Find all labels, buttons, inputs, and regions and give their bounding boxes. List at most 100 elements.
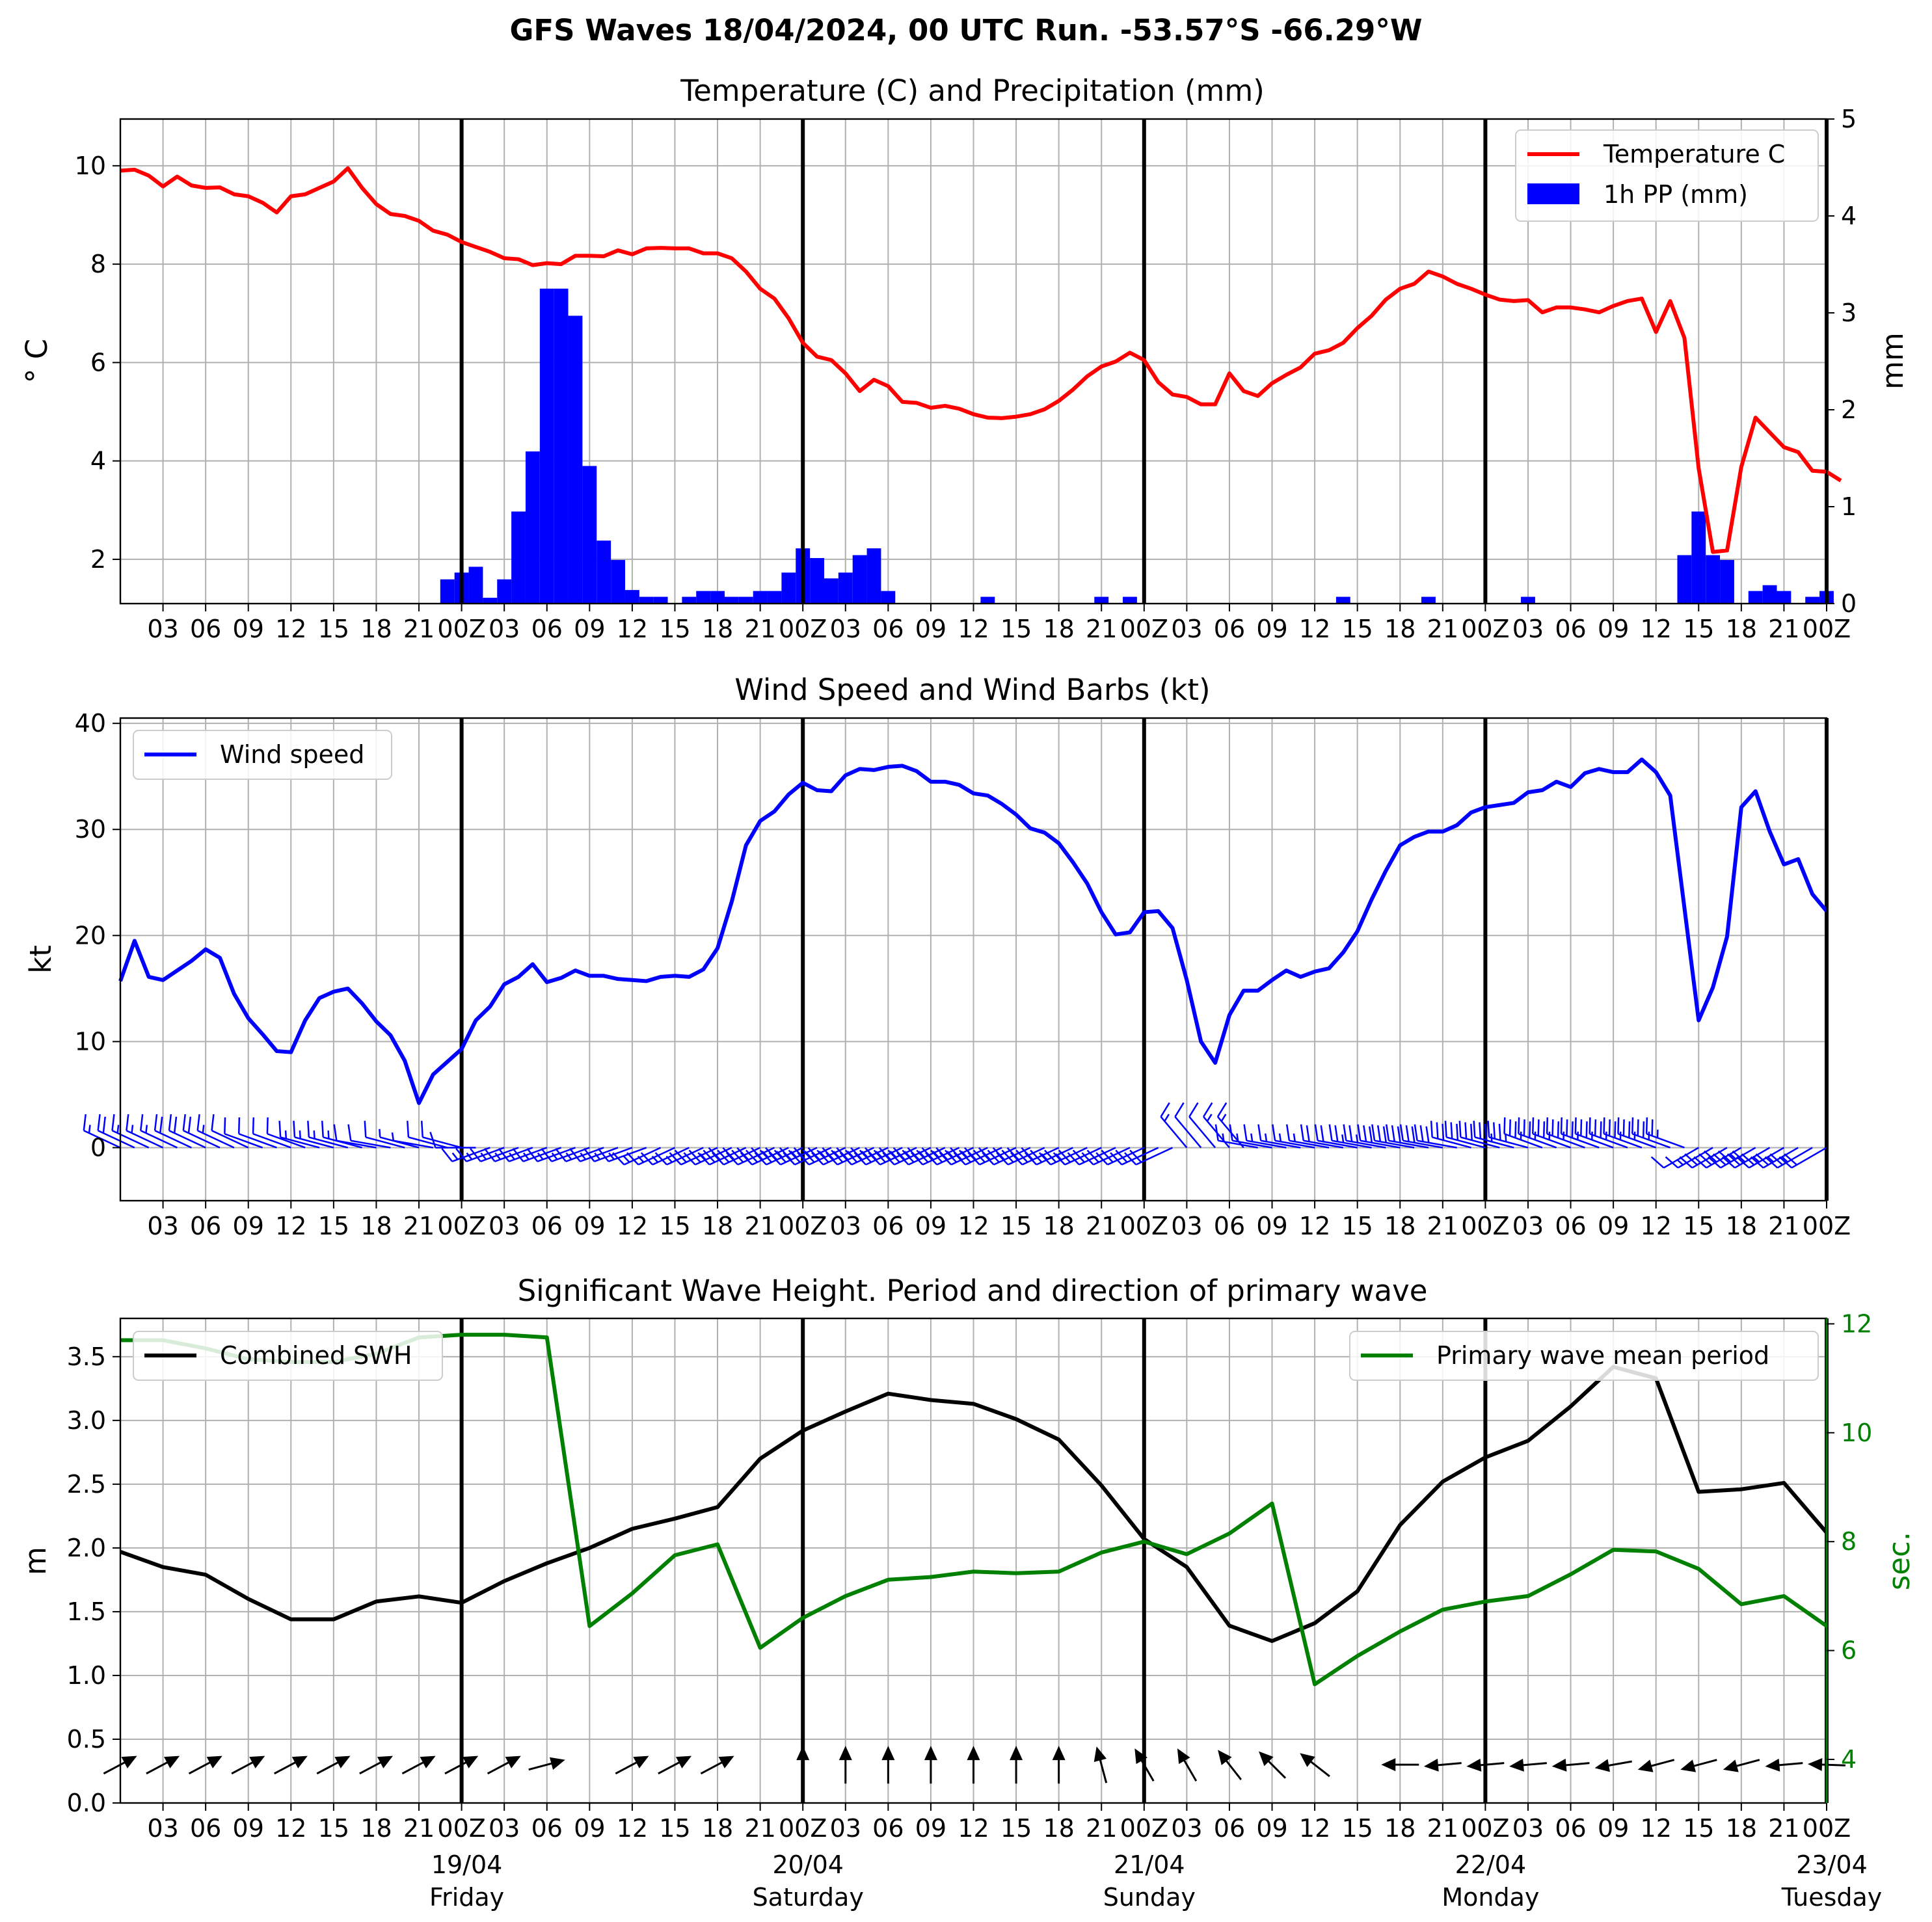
wind-barb-staff [1518, 1133, 1557, 1149]
wind-barb-staff [183, 1130, 221, 1149]
x-tick-label: 15 [1000, 615, 1032, 643]
wind-barb-feather [1698, 1153, 1712, 1166]
y-tick-label: 4 [1841, 1745, 1857, 1774]
x-tick-label: 18 [1043, 1814, 1074, 1843]
wind-barb [1503, 1117, 1543, 1149]
wind-barb-half-feather [637, 1155, 645, 1163]
wind-barb-staff [1079, 1147, 1116, 1166]
wind-barb [1603, 1117, 1643, 1149]
wind-barb-feather [1188, 1102, 1199, 1117]
x-tick-label: 18 [702, 615, 733, 643]
wind-barb-staff [1346, 1140, 1386, 1149]
wind-barb-staff [1107, 1147, 1145, 1166]
x-tick-label: 03 [489, 615, 520, 643]
y-tick-label: 2 [90, 545, 106, 574]
wind-barb-staff [1218, 1140, 1258, 1149]
x-tick-label: 03 [1512, 1814, 1544, 1843]
precip-bar [539, 288, 554, 604]
precip-bar [1762, 585, 1777, 604]
wave-direction-arrow [796, 1746, 810, 1784]
wind-barb-half-feather [1293, 1133, 1296, 1142]
wind-barb-feather [773, 1149, 786, 1163]
wind-barb-staff [451, 1147, 490, 1162]
precip-bar [611, 559, 625, 604]
x-tick-label: 18 [1384, 615, 1415, 643]
wind-barb-feather [140, 1114, 144, 1131]
wave-direction-arrow [103, 1755, 137, 1775]
wind-barb [266, 1117, 306, 1149]
wind-barb-feather [1399, 1124, 1404, 1141]
wind-barb [278, 1121, 320, 1149]
y-tick-label: 40 [75, 709, 106, 738]
wind-barb-feather [674, 1149, 687, 1163]
day-weekday-label: Tuesday [1781, 1883, 1883, 1912]
wind-barb-feather [1708, 1156, 1721, 1169]
wave-direction-arrow [1177, 1748, 1198, 1782]
precip-bar [881, 591, 896, 604]
wind-barb-half-feather [1766, 1156, 1775, 1163]
y-tick-label: 8 [1841, 1527, 1857, 1556]
wind-barb-feather [1382, 1126, 1388, 1143]
wind-barb-feather [293, 1121, 296, 1138]
wind-barb-feather [1430, 1121, 1433, 1138]
wind-barb [1617, 1117, 1657, 1149]
x-tick-label: 00Z [779, 1814, 827, 1843]
wind-barb-staff [494, 1147, 533, 1162]
x-tick-label: 12 [1299, 1212, 1330, 1240]
x-tick-label: 12 [1641, 1814, 1672, 1843]
wind-barb-half-feather [202, 1125, 205, 1134]
precip-bar [1720, 559, 1734, 604]
wind-barb [1188, 1102, 1216, 1149]
wind-barb-half-feather [522, 1152, 530, 1160]
wind-barb-feather [347, 1124, 352, 1141]
swh-axis-label: m [18, 1547, 53, 1575]
wind-barb-feather [939, 1152, 952, 1166]
wind-barb-staff [1121, 1147, 1159, 1166]
precip-bar [1335, 596, 1350, 604]
x-tick-label: 03 [1512, 615, 1544, 643]
wind-barb-feather [1272, 1124, 1276, 1141]
x-tick-label: 21 [1427, 1814, 1458, 1843]
wind-barb-feather [612, 1152, 625, 1166]
period-y-axis: 4 6 8 10 12 [1827, 1309, 1872, 1774]
wind-barb-staff [480, 1147, 519, 1162]
wind-barb-half-feather [480, 1152, 487, 1160]
wind-barb-feather [873, 1149, 886, 1163]
wind-barb-half-feather [651, 1155, 659, 1163]
wind-barb-feather [1124, 1152, 1137, 1166]
wind-barb [1546, 1117, 1585, 1149]
precip-bar [639, 596, 654, 604]
x-tick-label: 12 [275, 615, 306, 643]
wind-barb-feather [640, 1152, 654, 1166]
x-tick-label: 09 [1598, 1212, 1629, 1240]
wave-direction-arrow [1637, 1759, 1675, 1772]
day-date-label: 19/04 [431, 1850, 503, 1879]
wind-barb-feather [1306, 1125, 1310, 1142]
wind-barb-feather [333, 1124, 338, 1141]
wind-barb-feather [1425, 1126, 1430, 1143]
wave-direction-arrow [1765, 1758, 1803, 1772]
x-tick-label: 15 [1683, 1212, 1714, 1240]
y-tick-label: 3 [1841, 299, 1857, 327]
x-tick-label: 09 [233, 1212, 264, 1240]
y-tick-label: 0.0 [67, 1789, 106, 1817]
wind-barb-feather [83, 1114, 87, 1131]
x-tick-label: 18 [1043, 615, 1074, 643]
wave-direction-arrow [273, 1755, 308, 1775]
wind-barb-feather [697, 1152, 710, 1166]
x-tick-label: 15 [1000, 1212, 1032, 1240]
x-tick-label: 12 [275, 1212, 306, 1240]
wave-direction-arrow [1381, 1758, 1419, 1772]
wind-barb [97, 1114, 135, 1149]
wind-barb-feather [1703, 1150, 1717, 1163]
x-tick-label: 03 [147, 1814, 178, 1843]
x-tick-label: 06 [872, 1814, 904, 1843]
precip-bar [1748, 591, 1763, 604]
wave-direction-arrow [444, 1755, 479, 1775]
wind-barb-feather [498, 1148, 510, 1162]
figure-suptitle: GFS Waves 18/04/2024, 00 UTC Run. -53.57… [509, 13, 1422, 47]
wind-barb [1518, 1117, 1557, 1149]
wind-barb [1574, 1117, 1614, 1149]
wind-speed-line [118, 757, 1829, 1105]
wind-barb-staff [98, 1130, 135, 1149]
